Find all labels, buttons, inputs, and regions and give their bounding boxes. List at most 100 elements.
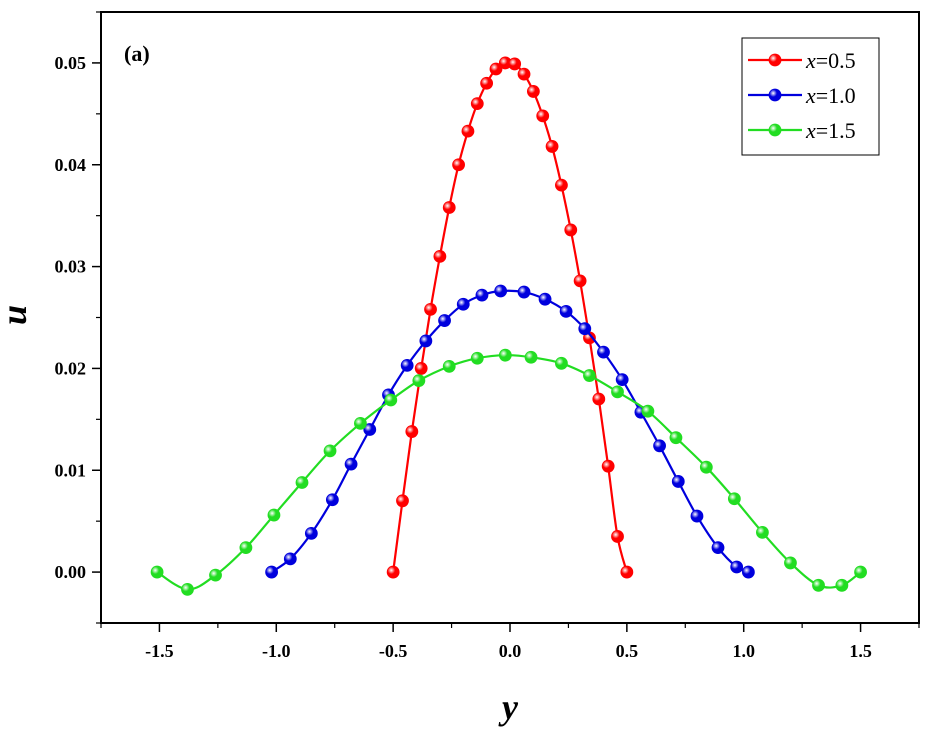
data-point	[283, 552, 297, 566]
data-point	[323, 444, 337, 458]
data-point	[150, 565, 164, 579]
data-point	[344, 457, 358, 471]
data-point	[304, 526, 318, 540]
x-axis-title: y	[498, 687, 519, 727]
data-point	[835, 578, 849, 592]
data-point	[524, 350, 538, 364]
y-tick-label: 0.05	[55, 53, 87, 73]
data-point	[461, 124, 475, 138]
data-point	[295, 476, 309, 489]
data-point	[433, 249, 447, 263]
y-axis-title: u	[0, 305, 34, 325]
data-point	[690, 509, 704, 523]
data-point	[784, 556, 797, 570]
legend-variable: x	[805, 83, 816, 108]
data-point	[611, 530, 624, 543]
data-point	[239, 541, 253, 555]
data-point	[325, 493, 339, 507]
data-point	[669, 431, 683, 445]
data-point	[267, 508, 281, 522]
data-point	[452, 158, 465, 172]
data-point	[498, 348, 512, 362]
y-tick-label: 0.00	[55, 562, 87, 582]
series-x=0.5	[386, 56, 634, 579]
data-point	[699, 460, 713, 474]
data-point	[671, 475, 685, 488]
data-point	[456, 297, 470, 311]
x-tick-label: -1.0	[262, 641, 291, 661]
y-tick-label: 0.01	[55, 460, 87, 480]
x-tick-label: -1.5	[145, 641, 174, 661]
data-point	[480, 76, 494, 90]
data-point	[615, 373, 629, 387]
data-point	[384, 393, 398, 407]
data-point	[812, 578, 825, 592]
data-point	[730, 560, 744, 574]
data-point	[597, 345, 610, 359]
data-point	[470, 97, 484, 111]
legend-variable: x	[805, 118, 816, 143]
data-point	[475, 288, 489, 302]
series-line	[156, 354, 862, 591]
y-tick-label: 0.03	[55, 257, 87, 277]
data-point	[494, 284, 508, 298]
series-x=1.0	[265, 284, 755, 579]
series-layer	[150, 56, 867, 596]
data-point	[545, 140, 559, 153]
x-tick-label: 0.5	[616, 641, 639, 661]
data-point	[363, 423, 377, 436]
data-point	[559, 304, 573, 318]
legend-entry: x=1.0	[748, 83, 856, 108]
data-point	[727, 492, 741, 506]
legend-marker	[768, 123, 782, 137]
data-point	[442, 359, 456, 373]
data-point	[442, 201, 456, 214]
data-point	[578, 322, 592, 336]
data-point	[620, 565, 634, 579]
legend-box	[741, 37, 880, 156]
data-point	[583, 369, 596, 382]
legend-label: x=0.5	[805, 48, 856, 73]
y-tick-label: 0.02	[55, 358, 87, 378]
data-point	[517, 285, 531, 299]
panel-label: (a)	[124, 41, 150, 66]
data-point	[414, 362, 428, 375]
x-tick-label: 1.5	[849, 641, 872, 661]
data-point	[489, 62, 503, 76]
legend-marker	[768, 88, 782, 102]
legend-entry: x=0.5	[748, 48, 856, 73]
legend-value: =1.5	[816, 118, 856, 143]
x-tick-label: 0.0	[499, 641, 522, 661]
y-tick-label: 0.04	[55, 155, 87, 175]
data-point	[419, 334, 433, 348]
legend-label: x=1.5	[805, 118, 856, 143]
data-point	[181, 582, 194, 596]
data-point	[555, 178, 568, 192]
legend-variable: x	[805, 48, 816, 73]
data-point	[756, 525, 769, 539]
data-point	[424, 302, 437, 316]
data-point	[854, 565, 867, 579]
data-point	[526, 85, 540, 98]
data-point	[653, 439, 666, 453]
data-point	[592, 392, 606, 406]
data-point	[536, 109, 550, 123]
data-point	[573, 274, 587, 288]
legend-entry: x=1.5	[748, 118, 856, 143]
data-point	[601, 459, 615, 473]
data-point	[265, 565, 279, 579]
data-point	[538, 292, 552, 306]
x-tick-label: 1.0	[732, 641, 755, 661]
series-x=1.5	[150, 348, 867, 596]
data-point	[386, 565, 400, 579]
data-point	[711, 541, 725, 555]
data-point	[508, 57, 522, 71]
legend: x=0.5x=1.0x=1.5	[741, 37, 880, 156]
series-line	[392, 61, 628, 573]
data-point	[396, 494, 409, 508]
data-point	[564, 223, 578, 237]
data-point	[354, 417, 367, 430]
x-tick-label: -0.5	[379, 641, 408, 661]
